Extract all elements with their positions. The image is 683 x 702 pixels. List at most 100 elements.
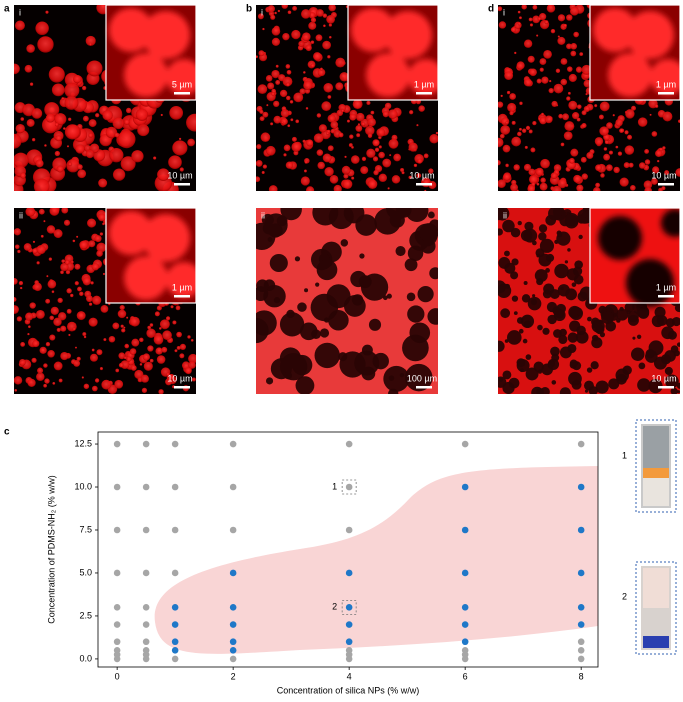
pore	[417, 286, 434, 303]
data-point	[229, 638, 237, 646]
droplet	[644, 187, 653, 191]
droplet	[557, 178, 567, 189]
droplet	[539, 182, 548, 191]
pore	[546, 301, 558, 313]
droplet	[137, 124, 150, 137]
droplet	[162, 330, 172, 341]
droplet	[320, 67, 323, 71]
pore	[557, 232, 563, 238]
pore	[513, 311, 518, 315]
droplet	[178, 137, 182, 141]
droplet	[74, 281, 79, 286]
droplet	[120, 156, 136, 172]
droplet	[88, 302, 93, 306]
droplet	[509, 93, 517, 100]
droplet	[102, 222, 105, 226]
droplet	[102, 272, 106, 276]
droplet	[316, 113, 322, 118]
droplet	[105, 126, 118, 139]
droplet	[35, 21, 49, 36]
droplet	[174, 349, 178, 353]
data-point	[171, 638, 179, 646]
droplet	[19, 286, 23, 290]
tube-cap	[643, 636, 669, 648]
pore	[598, 216, 642, 260]
droplet	[159, 327, 162, 330]
droplet	[43, 220, 46, 223]
droplet	[117, 309, 127, 319]
droplet	[29, 302, 36, 309]
pore	[263, 284, 286, 308]
droplet	[566, 43, 572, 50]
droplet	[64, 82, 80, 98]
droplet	[529, 68, 537, 77]
scale-label: 10 µm	[409, 170, 434, 180]
droplet	[56, 327, 61, 332]
droplet	[624, 130, 629, 135]
droplet	[40, 234, 44, 238]
droplet	[408, 142, 418, 152]
droplet	[92, 295, 102, 305]
droplet	[188, 361, 196, 369]
droplet	[327, 114, 336, 123]
data-point	[461, 440, 469, 448]
pore	[551, 353, 560, 362]
droplet	[323, 82, 334, 93]
droplet	[262, 27, 265, 31]
scale-bar	[416, 386, 432, 389]
droplet	[262, 164, 268, 169]
pore	[565, 212, 579, 227]
droplet	[528, 129, 533, 134]
droplet	[53, 361, 63, 371]
droplet	[91, 385, 98, 392]
pore	[605, 320, 616, 332]
data-point	[229, 604, 237, 611]
data-point	[461, 604, 469, 611]
droplet	[310, 40, 315, 45]
droplet	[514, 51, 517, 55]
droplet	[191, 377, 196, 382]
data-point	[345, 440, 353, 448]
droplet	[608, 53, 652, 97]
droplet	[140, 374, 149, 383]
droplet	[638, 162, 646, 169]
droplet	[677, 119, 680, 124]
droplet	[306, 139, 314, 147]
pore	[571, 282, 577, 287]
droplet	[568, 100, 578, 110]
inset-border	[105, 5, 196, 101]
pore	[567, 332, 579, 343]
pore	[395, 245, 406, 257]
x-tick-label: 4	[347, 671, 352, 681]
droplet	[142, 353, 150, 361]
droplet	[29, 82, 34, 86]
droplet	[551, 100, 558, 108]
droplet	[33, 282, 42, 292]
data-point	[229, 483, 237, 491]
pore	[577, 291, 588, 302]
gel-region	[154, 466, 598, 654]
droplet	[361, 122, 366, 126]
droplet	[23, 243, 32, 251]
droplet	[270, 14, 276, 20]
droplet	[563, 23, 567, 28]
data-point	[229, 440, 237, 448]
droplet	[365, 125, 375, 136]
pore	[540, 387, 550, 394]
inset-border	[589, 208, 680, 304]
droplet	[118, 352, 126, 360]
droplet	[315, 34, 323, 42]
pore	[532, 294, 536, 298]
droplet	[651, 178, 658, 185]
droplet	[409, 110, 414, 115]
pore	[521, 294, 531, 303]
droplet	[81, 85, 87, 91]
pore	[427, 308, 438, 325]
pore	[565, 288, 578, 301]
droplet	[417, 158, 423, 164]
y-tick-label: 10.0	[74, 481, 92, 491]
droplet	[94, 235, 102, 243]
droplet	[389, 154, 392, 157]
pore	[399, 372, 405, 378]
droplet	[283, 144, 291, 152]
